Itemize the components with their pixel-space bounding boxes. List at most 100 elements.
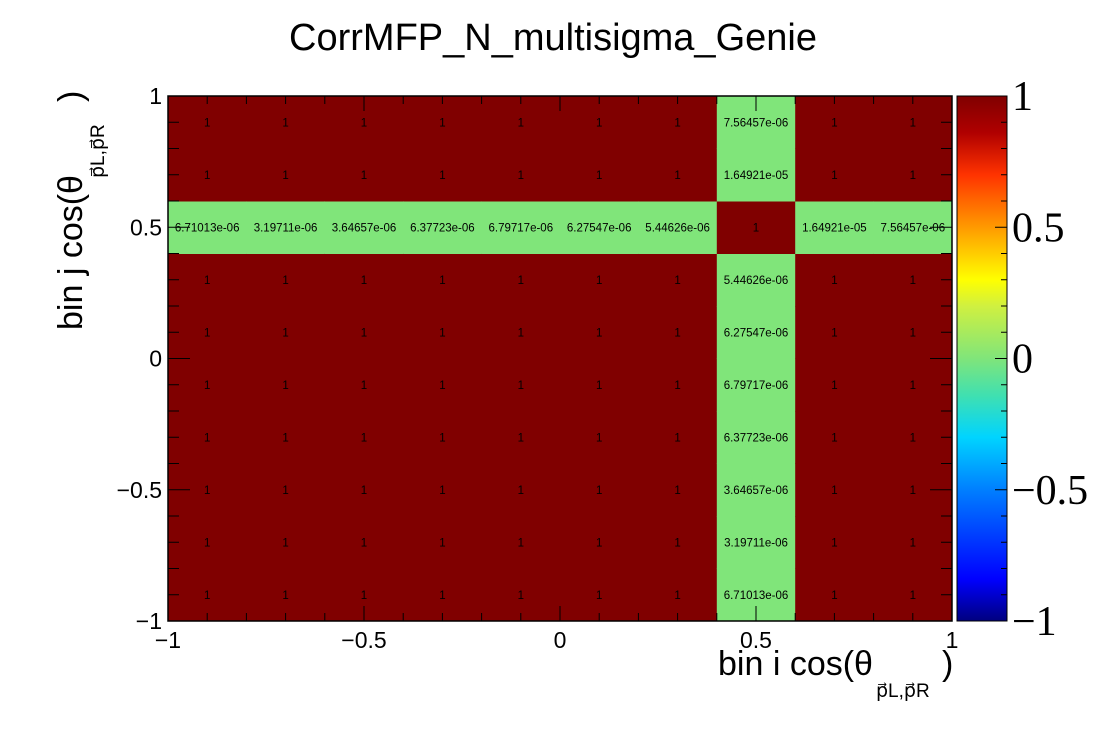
heatmap-cell (481, 411, 561, 464)
heatmap-cell (324, 201, 404, 254)
heatmap-cell (481, 148, 561, 202)
heatmap-cell (873, 96, 953, 149)
cell-value-label: 1 (910, 117, 916, 129)
heatmap-cell (873, 306, 953, 359)
svg-text:bin i cos(θ: bin i cos(θ (718, 645, 873, 683)
cell-value-label: 1 (282, 537, 288, 549)
cell-value-label: 1 (518, 380, 524, 392)
cell-value-label: 1 (518, 432, 524, 444)
heatmap-cell (324, 516, 404, 569)
cell-value-label: 3.64657e-06 (332, 222, 397, 234)
cell-value-label: 1 (674, 485, 680, 497)
heatmap-cell (246, 516, 326, 569)
cell-value-label: 1.64921e-05 (724, 170, 789, 182)
heatmap-cell (403, 516, 483, 569)
cell-value-label: 1 (204, 537, 210, 549)
heatmap-cell (481, 253, 561, 307)
cell-value-label: 1 (204, 170, 210, 182)
heatmap-cell (638, 201, 718, 254)
heatmap-cell (873, 568, 953, 622)
cell-value-label: 1 (910, 327, 916, 339)
heatmap-cell (403, 411, 483, 464)
y-axis-ticks: −1 −0.5 0 0.5 1 (117, 83, 952, 634)
cell-value-label: 1 (282, 275, 288, 287)
cell-value-label: 1 (831, 380, 837, 392)
cell-value-label: 1 (282, 485, 288, 497)
cell-value-label: 1 (910, 537, 916, 549)
heatmap-cell (638, 96, 718, 149)
cell-value-label: 6.79717e-06 (724, 380, 789, 392)
heatmap-cell (403, 148, 483, 202)
y-tick-label: 0 (149, 346, 162, 372)
x-tick-label: 1 (946, 627, 959, 653)
heatmap-cell (246, 96, 326, 149)
heatmap-cell (716, 411, 796, 464)
cell-value-label: 1 (596, 275, 602, 287)
y-tick-label: 1 (149, 83, 162, 109)
heatmap-cell (246, 201, 326, 254)
cell-value-label: 1 (596, 327, 602, 339)
cell-value-label: 1 (361, 170, 367, 182)
heatmap-cell (716, 201, 796, 254)
heatmap-cell (716, 253, 796, 307)
heatmap-cell (795, 253, 875, 307)
x-axis-label-main: bin i cos(θ (718, 645, 873, 683)
heatmap-cell (403, 306, 483, 359)
svg-text:bin j cos(θ: bin j cos(θ (52, 175, 90, 330)
cell-value-label: 3.19711e-06 (254, 222, 318, 234)
cell-value-label: 7.56457e-06 (724, 117, 789, 129)
cell-value-label: 1 (439, 485, 445, 497)
cell-value-label: 1 (439, 275, 445, 287)
cell-value-label: 1 (831, 590, 837, 602)
heatmap-cell (716, 148, 796, 202)
cell-value-label: 1 (674, 117, 680, 129)
cell-value-label: 1 (439, 380, 445, 392)
heatmap-cell (403, 201, 483, 254)
cell-value-label: 1 (674, 590, 680, 602)
cell-value-label: 1 (518, 327, 524, 339)
cell-value-label: 1 (361, 327, 367, 339)
heatmap-cell (716, 463, 796, 517)
cell-value-label: 5.44626e-06 (724, 275, 789, 287)
cell-value-label: 1 (753, 222, 759, 234)
cell-value-label: 1.64921e-05 (802, 222, 867, 234)
y-tick-label: −0.5 (117, 477, 162, 503)
y-tick-label: 0.5 (130, 214, 162, 240)
heatmap-cell (795, 306, 875, 359)
heatmap-cell (873, 358, 953, 412)
cell-value-label: 1 (439, 117, 445, 129)
heatmap-cell (795, 516, 875, 569)
cell-value-label: 1 (910, 170, 916, 182)
cell-value-label: 1 (674, 432, 680, 444)
cell-value-label: 1 (674, 380, 680, 392)
heatmap-cell (403, 358, 483, 412)
cell-value-label: 1 (831, 537, 837, 549)
heatmap-cell (481, 516, 561, 569)
heatmap-cell (795, 358, 875, 412)
cell-value-label: 1 (831, 327, 837, 339)
heatmap-cell (795, 463, 875, 517)
heatmap-cell (638, 306, 718, 359)
heatmap-cell (168, 148, 247, 202)
cell-value-label: 1 (596, 380, 602, 392)
cell-value-label: 1 (910, 380, 916, 392)
heatmap-cell (481, 568, 561, 622)
cell-value-label: 1 (674, 327, 680, 339)
heatmap-cell (638, 253, 718, 307)
cell-value-label: 1 (831, 275, 837, 287)
cell-value-label: 1 (282, 432, 288, 444)
cell-value-label: 1 (361, 485, 367, 497)
heatmap-cell (324, 148, 404, 202)
y-axis-label: bin j cos(θ p⃗L,p⃗R ) (52, 91, 109, 330)
heatmap-cell (638, 411, 718, 464)
cell-value-label: 1 (910, 485, 916, 497)
cell-value-label: 1 (831, 117, 837, 129)
cell-value-label: 6.71013e-06 (175, 222, 240, 234)
heatmap-cell (873, 516, 953, 569)
heatmap-cell (481, 358, 561, 412)
palette-tick-label: −1 (1012, 599, 1057, 645)
heatmap-cell (638, 463, 718, 517)
heatmap-cell (403, 568, 483, 622)
cell-value-label: 1 (361, 117, 367, 129)
palette-ticks: −1 −0.5 0 0.5 1 (995, 74, 1088, 645)
